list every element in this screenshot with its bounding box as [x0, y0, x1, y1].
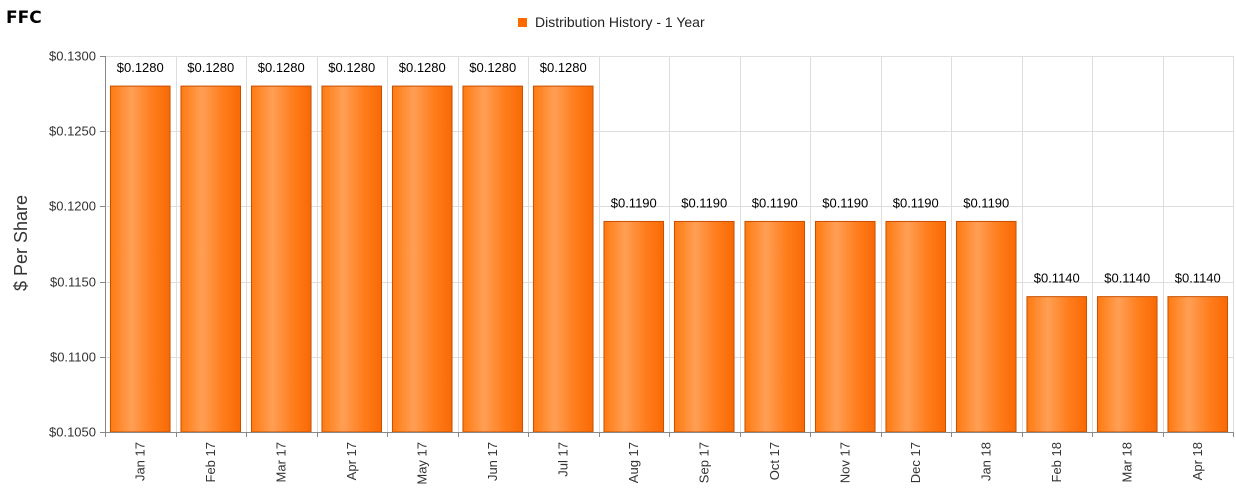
- bar: [1026, 296, 1088, 433]
- bar: [180, 85, 242, 433]
- x-tick-label: Feb 17: [203, 442, 218, 482]
- bar: [955, 220, 1017, 433]
- bar: [673, 220, 735, 433]
- bars-layer: [109, 85, 1229, 433]
- bar: [250, 85, 312, 433]
- data-label: $0.1140: [1175, 271, 1221, 286]
- data-label: $0.1190: [752, 195, 798, 210]
- bar: [391, 85, 453, 433]
- x-tick-label: Mar 18: [1119, 442, 1134, 482]
- bar: [1167, 296, 1229, 433]
- bar: [109, 85, 171, 433]
- x-tick-label: May 17: [414, 442, 429, 485]
- x-tick-label: Oct 17: [767, 442, 782, 480]
- data-label: $0.1140: [1034, 271, 1080, 286]
- data-label: $0.1190: [611, 195, 657, 210]
- bar: [885, 220, 947, 433]
- x-tick-label: Mar 17: [273, 442, 288, 482]
- data-label: $0.1280: [187, 60, 234, 75]
- data-label: $0.1190: [681, 195, 727, 210]
- y-axis-label: $ Per Share: [11, 195, 31, 291]
- bar: [1096, 296, 1158, 433]
- data-label: $0.1280: [117, 60, 164, 75]
- legend-swatch: [518, 17, 527, 27]
- data-label: $0.1280: [328, 60, 375, 75]
- data-label: $0.1280: [258, 60, 305, 75]
- bar: [603, 220, 665, 433]
- data-label: $0.1280: [469, 60, 516, 75]
- x-tick-label: Dec 17: [908, 442, 923, 483]
- x-tick-label: Apr 17: [344, 442, 359, 480]
- y-tick-label: $0.1100: [50, 350, 96, 365]
- x-tick-label: Jan 18: [978, 442, 993, 481]
- y-tick-label: $0.1300: [49, 49, 96, 64]
- y-tick-label: $0.1200: [49, 199, 96, 214]
- legend-label: Distribution History - 1 Year: [535, 14, 705, 30]
- y-tick-label: $0.1150: [50, 275, 96, 290]
- data-label: $0.1190: [893, 195, 939, 210]
- data-label: $0.1280: [540, 60, 587, 75]
- x-tick-label: Nov 17: [837, 442, 852, 483]
- y-tick-label: $0.1250: [49, 124, 96, 139]
- x-tick-label: Jan 17: [132, 442, 147, 481]
- y-tick-label: $0.1050: [49, 425, 96, 440]
- axes-layer: [100, 56, 1234, 437]
- bar: [814, 220, 876, 433]
- data-label: $0.1190: [963, 195, 1009, 210]
- bar: [532, 85, 594, 433]
- x-tick-label: Aug 17: [626, 442, 641, 483]
- x-tick-label: Apr 18: [1190, 442, 1205, 480]
- bar: [462, 85, 524, 433]
- data-label: $0.1190: [822, 195, 868, 210]
- data-label: $0.1280: [399, 60, 446, 75]
- x-tick-label: Jul 17: [555, 442, 570, 477]
- x-tick-label: Sep 17: [696, 442, 711, 483]
- ticker-title: FFC: [6, 8, 42, 28]
- x-tick-label: Jun 17: [485, 442, 500, 481]
- chart-legend[interactable]: Distribution History - 1 Year: [518, 14, 705, 30]
- labels-layer: $0.1050 $0.1100 $0.1150 $0.1200 $0.1250 $0.13…: [49, 49, 1221, 485]
- bar: [744, 220, 806, 433]
- x-tick-label: Feb 18: [1049, 442, 1064, 482]
- data-label: $0.1140: [1104, 271, 1150, 286]
- bar: [321, 85, 383, 433]
